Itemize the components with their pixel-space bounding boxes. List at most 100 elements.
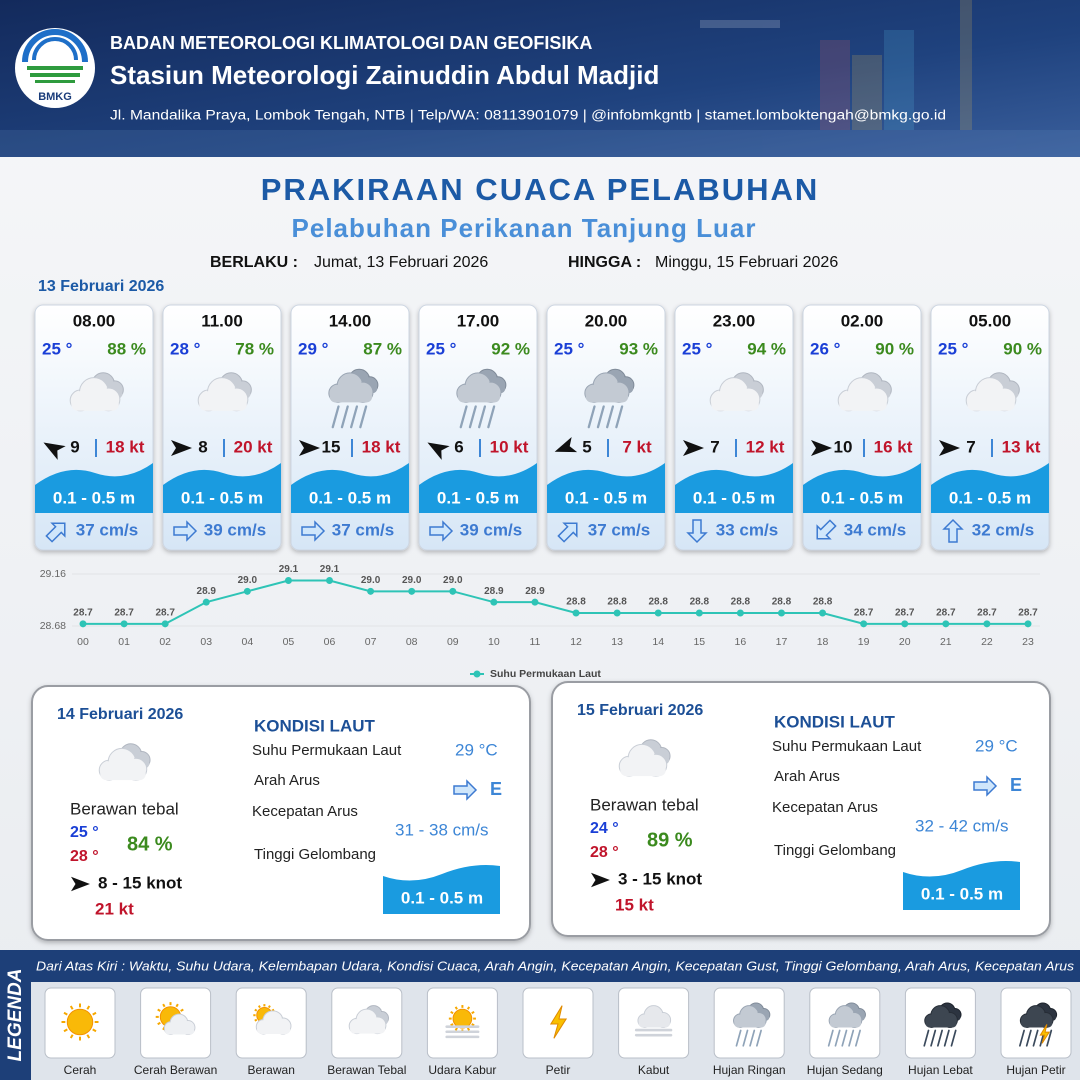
sst-point: [860, 620, 868, 628]
valid-from-label: BERLAKU :: [210, 254, 298, 271]
sst-point: [79, 620, 87, 628]
rain-drop: [848, 1029, 855, 1047]
wave-area: [419, 463, 537, 513]
sst-line: [83, 579, 1028, 625]
cloud-puff: [98, 389, 119, 410]
main-title: PRAKIRAAN CUACA PELABUHAN: [261, 172, 820, 207]
wind-speed: 6: [454, 437, 463, 456]
x-tick-label: 09: [447, 636, 459, 648]
humidity: 92 %: [491, 339, 530, 358]
rain-drop: [349, 405, 359, 429]
value-label: 28.7: [895, 607, 915, 618]
air-temperature: 26 °: [810, 339, 841, 358]
sst-point: [202, 598, 210, 606]
x-tick-label: 10: [488, 636, 500, 648]
sun-ray: [69, 1005, 74, 1010]
value-label: 28.9: [525, 586, 545, 597]
lightning: [549, 1005, 568, 1039]
rain-drop: [487, 405, 496, 429]
sst-point: [408, 587, 416, 595]
current-speed-label: Kecepatan Arus: [772, 799, 878, 816]
wave-area: [931, 463, 1049, 513]
cloud: [255, 1010, 292, 1035]
humidity: 88 %: [107, 339, 146, 358]
gust-speed: 13 kt: [1002, 437, 1041, 456]
weather-icon: [253, 1004, 292, 1035]
y-tick-label: 29.16: [40, 568, 66, 580]
valid-from: Jumat, 13 Februari 2026: [314, 254, 488, 271]
time: 14.00: [329, 311, 372, 330]
wave-height: 0.1 - 0.5 m: [949, 488, 1031, 507]
current-speed-label: Kecepatan Arus: [252, 803, 358, 820]
sun-ray: [69, 1034, 74, 1039]
gust: 15 kt: [615, 895, 654, 914]
legend-item-label: Cerah Berawan: [134, 1063, 217, 1077]
sun-ray: [450, 1023, 454, 1027]
cloud-puff: [609, 383, 629, 402]
sst-point: [531, 598, 539, 606]
current-arrow: [557, 522, 578, 543]
time: 05.00: [969, 311, 1012, 330]
current-arrow: [816, 519, 837, 540]
wave-height: 0.1 - 0.5 m: [921, 884, 1003, 903]
rain-drop: [587, 405, 596, 429]
current-speed: 37 cm/s: [588, 520, 650, 539]
wave-area: [163, 463, 281, 513]
weather-icon: [155, 1002, 196, 1036]
condition: Berawan tebal: [70, 799, 179, 818]
humidity: 78 %: [235, 339, 274, 358]
temp-min: 25 °: [70, 824, 99, 841]
forecast-date: 13 Februari 2026: [38, 278, 164, 295]
value-label: 28.9: [484, 586, 504, 597]
sst-label: Suhu Permukaan Laut: [772, 738, 922, 755]
x-tick-label: 20: [899, 636, 911, 648]
sun-ray: [254, 1008, 258, 1012]
gust-speed: 18 kt: [362, 437, 401, 456]
logo-text: BMKG: [38, 91, 72, 103]
legend-item-label: Udara Kabur: [428, 1063, 496, 1077]
wave-height: 0.1 - 0.5 m: [821, 488, 903, 507]
cloud-puff: [275, 1018, 291, 1034]
wind-speed: 15: [322, 437, 341, 456]
current-dir-label: Arah Arus: [774, 768, 840, 785]
sst-point: [695, 609, 703, 617]
wind-arrow: [43, 442, 66, 460]
cloud-puff: [226, 389, 247, 410]
current-speed: 39 cm/s: [460, 520, 522, 539]
weather-icon: [549, 1005, 568, 1039]
gust: 21 kt: [95, 899, 134, 918]
weather-icon: [456, 368, 507, 429]
cloud-puff: [994, 389, 1015, 410]
x-tick-label: 12: [570, 636, 582, 648]
x-tick-label: 17: [776, 636, 788, 648]
day-panel: [551, 681, 1051, 937]
sst-point: [819, 609, 827, 617]
wind-arrow: [427, 442, 450, 460]
logo-stripe: [27, 66, 83, 70]
sun-ray: [86, 1034, 91, 1039]
legend-side-bar: [0, 950, 31, 1080]
sun-ray: [92, 1028, 97, 1033]
x-tick-label: 06: [324, 636, 336, 648]
x-tick-label: 21: [940, 636, 952, 648]
wave-height: 0.1 - 0.5 m: [437, 488, 519, 507]
rain-drop: [943, 1029, 950, 1047]
wave-area: [383, 865, 500, 914]
value-label: 29.0: [402, 575, 422, 586]
weather-icon: [61, 1003, 99, 1041]
current-dir: E: [1010, 775, 1022, 795]
weather-icon: [98, 743, 151, 781]
legend-label: Suhu Permukaan Laut: [490, 668, 601, 680]
cloud: [965, 377, 1017, 412]
weather-icon: [827, 1002, 866, 1047]
rain-drop: [950, 1029, 957, 1047]
rain-drop: [834, 1029, 841, 1047]
day-panel: [31, 685, 531, 941]
rain-drop: [606, 405, 615, 429]
org-name: BADAN METEOROLOGI KLIMATOLOGI DAN GEOFIS…: [110, 33, 592, 53]
x-tick-label: 00: [77, 636, 89, 648]
logo-stripe: [35, 80, 75, 83]
cloud: [456, 372, 502, 403]
rain-drop: [1046, 1029, 1053, 1047]
